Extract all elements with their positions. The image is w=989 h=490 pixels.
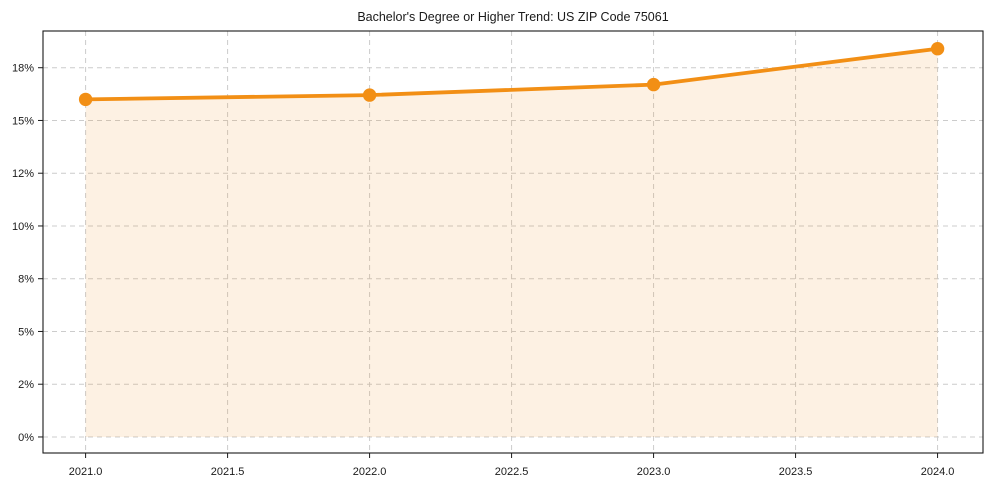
data-point-marker	[646, 77, 661, 92]
y-tick-label: 5%	[18, 326, 34, 338]
chart-title: Bachelor's Degree or Higher Trend: US ZI…	[357, 10, 668, 24]
x-tick-label: 2024.0	[921, 466, 955, 478]
area-fill	[85, 48, 938, 437]
data-point-markers	[78, 42, 945, 107]
data-point-marker	[930, 42, 945, 56]
y-tick-label: 10%	[12, 221, 34, 233]
x-tick-label: 2023.0	[637, 466, 671, 478]
y-tick-label: 8%	[18, 274, 34, 286]
x-tick-label: 2022.0	[353, 466, 387, 478]
y-tick-label: 18%	[12, 63, 34, 75]
trend-line	[83, 46, 940, 102]
axis-ticks	[38, 67, 939, 458]
area-fill-shape	[85, 48, 938, 437]
y-tick-label: 12%	[12, 168, 34, 180]
plot-frame-rect	[42, 30, 984, 454]
trend-line-path	[83, 46, 940, 102]
x-tick-label: 2021.5	[211, 466, 245, 478]
x-axis-tick-labels: 2021.0 2021.5 2022.0 2022.5 2023.0 2023.5 2024…	[69, 466, 955, 478]
y-axis-tick-labels: 0% 2% 5% 8% 10% 12% 15% 18%	[12, 63, 34, 444]
data-point-marker	[78, 92, 93, 107]
data-point-marker	[362, 88, 377, 102]
y-tick-label: 0%	[18, 432, 34, 444]
y-tick-label: 2%	[18, 379, 34, 391]
gridlines	[43, 31, 983, 453]
x-tick-label: 2021.0	[69, 466, 103, 478]
y-tick-label: 15%	[12, 115, 34, 127]
x-tick-label: 2023.5	[779, 466, 813, 478]
x-tick-label: 2022.5	[495, 466, 529, 478]
plot-frame	[42, 30, 984, 454]
